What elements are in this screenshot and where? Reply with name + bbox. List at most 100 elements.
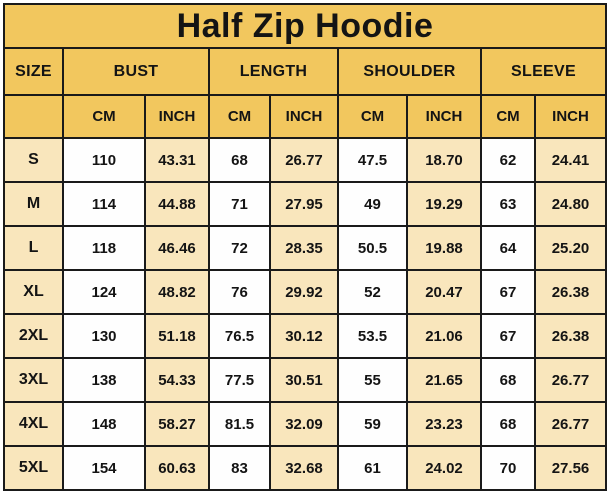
unit-header: CM <box>208 94 271 139</box>
size-cell: L <box>3 225 64 271</box>
value-cell: 30.51 <box>269 357 339 403</box>
table-row: 4XL 148 58.27 81.5 32.09 59 23.23 68 26.77 <box>3 401 607 447</box>
title-row: Half Zip Hoodie <box>3 3 607 49</box>
size-cell: S <box>3 137 64 183</box>
table-title: Half Zip Hoodie <box>3 3 607 49</box>
size-cell: 4XL <box>3 401 64 447</box>
value-cell: 26.77 <box>534 357 607 403</box>
value-cell: 29.92 <box>269 269 339 315</box>
value-cell: 68 <box>208 137 271 183</box>
value-cell: 110 <box>62 137 146 183</box>
value-cell: 70 <box>480 445 536 491</box>
value-cell: 49 <box>337 181 408 227</box>
size-cell: 5XL <box>3 445 64 491</box>
value-cell: 26.77 <box>534 401 607 447</box>
value-cell: 26.77 <box>269 137 339 183</box>
unit-header: INCH <box>269 94 339 139</box>
table-row: 3XL 138 54.33 77.5 30.51 55 21.65 68 26.77 <box>3 357 607 403</box>
column-group-row: SIZE BUST LENGTH SHOULDER SLEEVE <box>3 47 607 96</box>
value-cell: 138 <box>62 357 146 403</box>
value-cell: 81.5 <box>208 401 271 447</box>
value-cell: 54.33 <box>144 357 210 403</box>
unit-header: CM <box>480 94 536 139</box>
value-cell: 44.88 <box>144 181 210 227</box>
size-chart-table: Half Zip Hoodie SIZE BUST LENGTH SHOULDE… <box>3 3 607 491</box>
value-cell: 23.23 <box>406 401 482 447</box>
size-cell: M <box>3 181 64 227</box>
value-cell: 27.56 <box>534 445 607 491</box>
value-cell: 46.46 <box>144 225 210 271</box>
unit-header: INCH <box>144 94 210 139</box>
column-group-header-shoulder: SHOULDER <box>337 47 482 96</box>
value-cell: 28.35 <box>269 225 339 271</box>
table-row: M 114 44.88 71 27.95 49 19.29 63 24.80 <box>3 181 607 227</box>
value-cell: 154 <box>62 445 146 491</box>
value-cell: 76.5 <box>208 313 271 359</box>
value-cell: 25.20 <box>534 225 607 271</box>
table-row: L 118 46.46 72 28.35 50.5 19.88 64 25.20 <box>3 225 607 271</box>
value-cell: 68 <box>480 401 536 447</box>
value-cell: 76 <box>208 269 271 315</box>
value-cell: 19.29 <box>406 181 482 227</box>
value-cell: 53.5 <box>337 313 408 359</box>
value-cell: 47.5 <box>337 137 408 183</box>
value-cell: 67 <box>480 313 536 359</box>
value-cell: 83 <box>208 445 271 491</box>
value-cell: 43.31 <box>144 137 210 183</box>
value-cell: 148 <box>62 401 146 447</box>
unit-header: INCH <box>534 94 607 139</box>
unit-header-empty <box>3 94 64 139</box>
unit-header: CM <box>62 94 146 139</box>
value-cell: 67 <box>480 269 536 315</box>
value-cell: 18.70 <box>406 137 482 183</box>
value-cell: 68 <box>480 357 536 403</box>
size-column-header: SIZE <box>3 47 64 96</box>
value-cell: 24.02 <box>406 445 482 491</box>
value-cell: 32.09 <box>269 401 339 447</box>
column-group-header-bust: BUST <box>62 47 210 96</box>
value-cell: 24.41 <box>534 137 607 183</box>
column-group-header-sleeve: SLEEVE <box>480 47 607 96</box>
unit-header-row: CM INCH CM INCH CM INCH CM INCH <box>3 94 607 139</box>
column-group-header-length: LENGTH <box>208 47 339 96</box>
value-cell: 26.38 <box>534 269 607 315</box>
value-cell: 21.06 <box>406 313 482 359</box>
table-row: XL 124 48.82 76 29.92 52 20.47 67 26.38 <box>3 269 607 315</box>
table-row: 2XL 130 51.18 76.5 30.12 53.5 21.06 67 26.38 <box>3 313 607 359</box>
value-cell: 30.12 <box>269 313 339 359</box>
value-cell: 130 <box>62 313 146 359</box>
value-cell: 77.5 <box>208 357 271 403</box>
value-cell: 26.38 <box>534 313 607 359</box>
value-cell: 71 <box>208 181 271 227</box>
table-row: S 110 43.31 68 26.77 47.5 18.70 62 24.41 <box>3 137 607 183</box>
size-cell: 2XL <box>3 313 64 359</box>
value-cell: 19.88 <box>406 225 482 271</box>
value-cell: 63 <box>480 181 536 227</box>
value-cell: 114 <box>62 181 146 227</box>
value-cell: 27.95 <box>269 181 339 227</box>
size-cell: 3XL <box>3 357 64 403</box>
value-cell: 55 <box>337 357 408 403</box>
value-cell: 51.18 <box>144 313 210 359</box>
value-cell: 50.5 <box>337 225 408 271</box>
value-cell: 62 <box>480 137 536 183</box>
value-cell: 52 <box>337 269 408 315</box>
size-cell: XL <box>3 269 64 315</box>
unit-header: INCH <box>406 94 482 139</box>
value-cell: 60.63 <box>144 445 210 491</box>
value-cell: 61 <box>337 445 408 491</box>
value-cell: 48.82 <box>144 269 210 315</box>
table-body: S 110 43.31 68 26.77 47.5 18.70 62 24.41 M 114 44.8… <box>3 137 607 491</box>
table-row: 5XL 154 60.63 83 32.68 61 24.02 70 27.56 <box>3 445 607 491</box>
value-cell: 118 <box>62 225 146 271</box>
unit-header: CM <box>337 94 408 139</box>
value-cell: 24.80 <box>534 181 607 227</box>
value-cell: 59 <box>337 401 408 447</box>
value-cell: 20.47 <box>406 269 482 315</box>
value-cell: 72 <box>208 225 271 271</box>
value-cell: 32.68 <box>269 445 339 491</box>
value-cell: 21.65 <box>406 357 482 403</box>
value-cell: 124 <box>62 269 146 315</box>
value-cell: 58.27 <box>144 401 210 447</box>
